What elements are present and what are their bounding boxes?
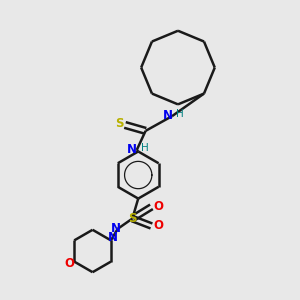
Text: S: S — [115, 117, 123, 130]
Text: N: N — [107, 231, 117, 244]
Text: O: O — [153, 219, 163, 232]
Text: N: N — [163, 109, 173, 122]
Text: O: O — [65, 257, 75, 271]
Text: S: S — [128, 212, 136, 225]
Text: N: N — [127, 142, 137, 156]
Text: H: H — [176, 109, 184, 119]
Text: O: O — [153, 200, 163, 213]
Text: H: H — [141, 142, 149, 153]
Text: N: N — [111, 221, 121, 235]
